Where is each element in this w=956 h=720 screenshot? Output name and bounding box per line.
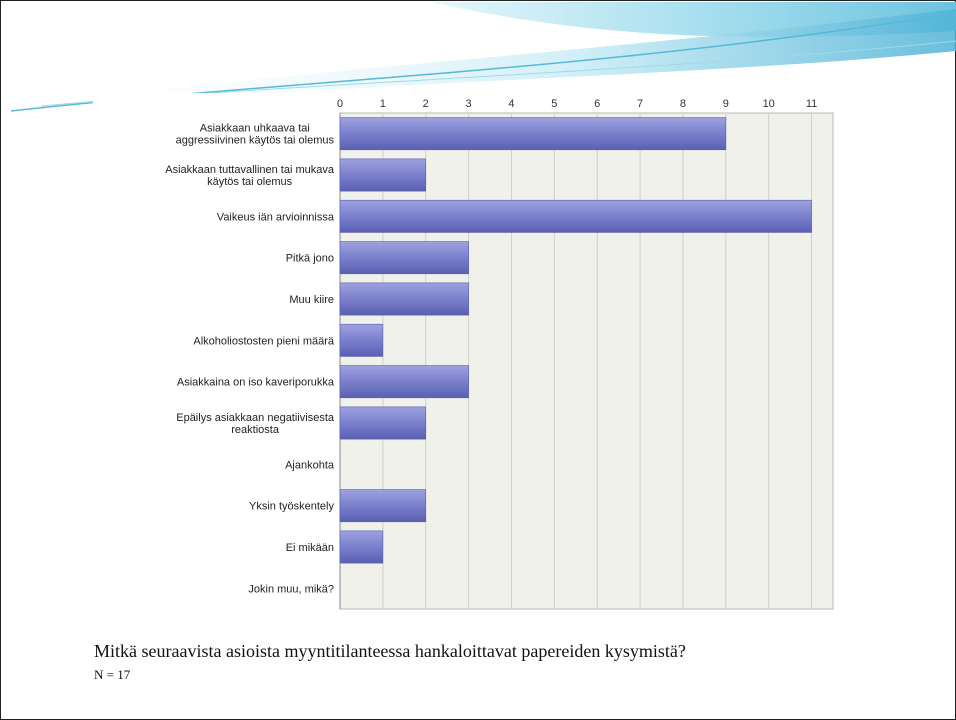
bar xyxy=(339,117,727,151)
category-label: Asiakkaan tuttavallinen tai mukava käytös… xyxy=(165,164,335,188)
x-tick-label: 7 xyxy=(637,98,643,110)
x-tick-label: 9 xyxy=(723,98,729,110)
bar xyxy=(339,241,469,275)
sample-size-label: N = 17 xyxy=(94,667,131,682)
x-tick-label: 3 xyxy=(466,98,472,110)
bar xyxy=(339,530,384,564)
category-label: Asiakkaan uhkaava tai aggressiivinen käyt… xyxy=(176,123,335,147)
x-tick-label: 5 xyxy=(551,98,557,110)
x-tick-label: 6 xyxy=(594,98,600,110)
bar xyxy=(339,406,427,440)
category-label: Yksin työskentely xyxy=(249,501,334,513)
question-caption: Mitkä seuraavista asioista myyntitilante… xyxy=(94,641,686,661)
category-label: Muu kiire xyxy=(289,294,334,306)
bar xyxy=(339,323,384,357)
bar xyxy=(339,199,812,233)
bar xyxy=(339,489,427,523)
x-tick-label: 11 xyxy=(806,98,817,110)
category-label: Ei mikään xyxy=(286,542,334,554)
plot-area xyxy=(339,112,834,610)
x-tick-label: 10 xyxy=(763,98,775,110)
x-tick-label: 1 xyxy=(380,98,386,110)
category-label: Pitkä jono xyxy=(286,253,334,265)
bar xyxy=(339,158,427,192)
bar-chart: 0 1 2 3 4 5 6 7 8 9 10 11 Asiakkaan uhkaava tai aggr… xyxy=(165,98,834,610)
x-tick-label: 0 xyxy=(337,98,343,110)
category-label: Epäilys asiakkaan negatiivisesta reaktios… xyxy=(176,412,335,436)
bar xyxy=(339,365,469,399)
category-label: Alkoholiostosten pieni määrä xyxy=(193,335,335,347)
category-label: Asiakkaina on iso kaveriporukka xyxy=(177,377,335,389)
category-label: Jokin muu, mikä? xyxy=(248,583,334,595)
category-label: Vaikeus iän arvioinnissa xyxy=(217,211,335,223)
chart-panel: 0 1 2 3 4 5 6 7 8 9 10 11 Asiakkaan uhkaava tai aggr… xyxy=(93,93,845,621)
x-tick-label: 2 xyxy=(423,98,429,110)
category-label: Ajankohta xyxy=(285,459,335,471)
x-tick-label: 8 xyxy=(680,98,686,110)
bar xyxy=(339,282,469,316)
x-tick-label: 4 xyxy=(508,98,514,110)
